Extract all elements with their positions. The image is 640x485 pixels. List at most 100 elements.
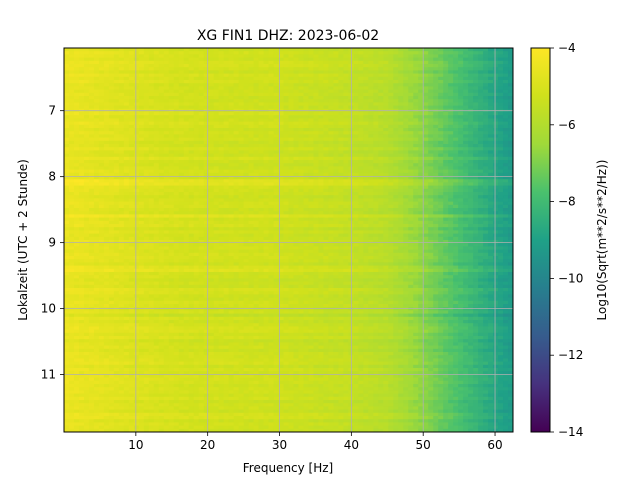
heatmap-cell [198, 172, 205, 177]
heatmap-cell [263, 80, 270, 84]
heatmap-cell [398, 131, 404, 135]
heatmap-cell [98, 115, 105, 119]
heatmap-cell [353, 201, 359, 206]
heatmap-cell [473, 96, 479, 100]
heatmap-cell [393, 179, 399, 183]
heatmap-cell [198, 198, 205, 203]
heatmap-cell [218, 83, 225, 87]
heatmap-cell [248, 89, 255, 94]
heatmap-cell [423, 208, 429, 212]
heatmap-cell [108, 112, 115, 116]
heatmap-cell [248, 208, 255, 212]
heatmap-cell [473, 169, 479, 174]
heatmap-cell [453, 150, 459, 155]
heatmap-cell [113, 51, 120, 55]
heatmap-cell [143, 73, 150, 78]
heatmap-cell [423, 70, 429, 75]
heatmap-cell [143, 156, 150, 161]
heatmap-cell [333, 134, 339, 139]
heatmap-cell [483, 147, 489, 151]
heatmap-cell [263, 89, 270, 94]
heatmap-cell [318, 131, 325, 135]
heatmap-cell [508, 48, 513, 52]
heatmap-cell [398, 201, 404, 206]
heatmap-cell [403, 57, 409, 62]
heatmap-cell [198, 118, 205, 123]
heatmap-cell [248, 204, 255, 209]
heatmap-cell [498, 153, 504, 158]
heatmap-cell [488, 166, 494, 171]
heatmap-cell [148, 89, 155, 94]
heatmap-cell [288, 115, 295, 119]
heatmap-cell [118, 134, 125, 139]
heatmap-cell [493, 153, 499, 158]
heatmap-cell [78, 163, 85, 167]
heatmap-cell [323, 131, 330, 135]
heatmap-cell [188, 198, 195, 203]
heatmap-cell [123, 192, 130, 196]
heatmap-cell [433, 211, 439, 215]
heatmap-cell [83, 51, 90, 55]
heatmap-cell [408, 195, 414, 199]
heatmap-cell [178, 64, 185, 68]
heatmap-cell [243, 124, 250, 129]
heatmap-cell [268, 160, 275, 164]
heatmap-cell [483, 211, 489, 215]
heatmap-cell [303, 76, 310, 81]
heatmap-cell [198, 150, 205, 155]
heatmap-cell [108, 192, 115, 196]
heatmap-cell [168, 86, 175, 91]
heatmap-cell [488, 83, 494, 87]
heatmap-cell [118, 115, 125, 119]
heatmap-cell [123, 48, 130, 52]
heatmap-cell [113, 83, 120, 87]
heatmap-cell [498, 121, 504, 126]
heatmap-cell [228, 54, 235, 59]
heatmap-cell [73, 86, 80, 91]
heatmap-cell [138, 73, 145, 78]
heatmap-cell [443, 137, 449, 142]
heatmap-cell [93, 150, 100, 155]
heatmap-cell [433, 76, 439, 81]
heatmap-cell [88, 76, 95, 81]
heatmap-cell [448, 64, 454, 68]
heatmap-cell [468, 102, 474, 107]
heatmap-cell [278, 115, 285, 119]
heatmap-cell [143, 115, 150, 119]
heatmap-cell [438, 188, 444, 193]
heatmap-cell [448, 179, 454, 183]
heatmap-cell [473, 140, 479, 145]
heatmap-cell [64, 195, 70, 199]
heatmap-cell [193, 73, 200, 78]
heatmap-cell [468, 185, 474, 190]
heatmap-cell [68, 60, 75, 65]
heatmap-cell [473, 51, 479, 55]
heatmap-cell [438, 57, 444, 62]
heatmap-cell [153, 163, 160, 167]
heatmap-cell [203, 115, 210, 119]
heatmap-cell [213, 211, 220, 215]
heatmap-cell [383, 73, 389, 78]
heatmap-cell [163, 195, 170, 199]
heatmap-cell [158, 121, 165, 126]
heatmap-cell [338, 188, 344, 193]
heatmap-cell [178, 195, 185, 199]
heatmap-cell [73, 105, 80, 110]
heatmap-cell [88, 150, 95, 155]
heatmap-cell [308, 166, 315, 171]
heatmap-cell [313, 172, 320, 177]
heatmap-cell [103, 166, 110, 171]
heatmap-cell [323, 64, 330, 68]
heatmap-cell [248, 80, 255, 84]
heatmap-cell [153, 76, 160, 81]
heatmap-cell [178, 179, 185, 183]
heatmap-cell [238, 201, 245, 206]
heatmap-cell [503, 140, 509, 145]
heatmap-cell [443, 54, 449, 59]
heatmap-cell [433, 144, 439, 148]
heatmap-cell [293, 51, 300, 55]
heatmap-cell [128, 112, 135, 116]
heatmap-cell [453, 140, 459, 145]
heatmap-cell [118, 121, 125, 126]
heatmap-cell [148, 188, 155, 193]
